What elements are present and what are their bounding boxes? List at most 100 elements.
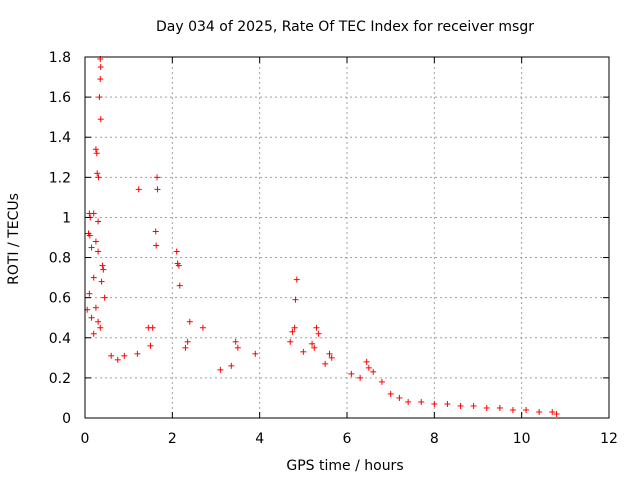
data-point — [86, 232, 93, 239]
x-tick-label: 10 — [513, 431, 531, 447]
y-tick-label: 1.4 — [49, 130, 71, 146]
data-point — [496, 404, 503, 411]
data-point — [291, 324, 298, 331]
data-point — [311, 344, 318, 351]
data-point — [147, 342, 154, 349]
x-tick-label: 8 — [430, 431, 439, 447]
y-axis-label: ROTI / TECUs — [6, 193, 22, 285]
data-point — [292, 296, 299, 303]
data-point — [418, 398, 425, 405]
data-point — [234, 344, 241, 351]
chart-title: Day 034 of 2025, Rate Of TEC Index for r… — [156, 19, 534, 35]
axis-ticks — [84, 56, 610, 419]
data-point — [99, 262, 106, 269]
x-tick-label: 6 — [343, 431, 352, 447]
data-point — [363, 358, 370, 365]
data-point — [509, 406, 516, 413]
x-tick-label: 4 — [255, 431, 264, 447]
data-point — [90, 210, 97, 217]
data-point — [98, 278, 105, 285]
data-point — [108, 352, 115, 359]
data-point — [95, 248, 102, 255]
data-point — [114, 356, 121, 363]
data-point — [97, 116, 104, 123]
data-point — [405, 398, 412, 405]
data-point — [370, 368, 377, 375]
data-point — [182, 344, 189, 351]
y-tick-label: 0.6 — [49, 291, 71, 307]
data-point — [444, 400, 451, 407]
data-point — [153, 242, 160, 249]
data-point — [396, 394, 403, 401]
y-tick-label: 1.2 — [49, 170, 71, 186]
data-point — [470, 402, 477, 409]
data-point — [94, 170, 101, 177]
data-point — [322, 360, 329, 367]
y-tick-labels: 0 0.2 0.4 0.6 0.8 1 1.2 1.4 1.6 1.8 — [49, 50, 71, 427]
data-point — [90, 330, 97, 337]
data-point — [90, 274, 97, 281]
data-point — [328, 354, 335, 361]
data-point — [101, 294, 108, 301]
x-tick-label: 12 — [600, 431, 618, 447]
data-points — [84, 56, 560, 417]
data-point — [92, 146, 99, 153]
data-point — [536, 408, 543, 415]
y-tick-label: 0.4 — [49, 331, 71, 347]
data-point — [232, 338, 239, 345]
data-point — [184, 338, 191, 345]
x-tick-label: 2 — [168, 431, 177, 447]
data-point — [93, 150, 100, 157]
data-point — [553, 410, 560, 417]
data-point — [135, 186, 142, 193]
grid — [85, 57, 609, 418]
data-point — [149, 324, 156, 331]
data-point — [154, 174, 161, 181]
data-point — [483, 404, 490, 411]
x-tick-labels: 0 2 4 6 8 10 12 — [81, 431, 618, 447]
data-point — [88, 244, 95, 251]
y-tick-label: 0.2 — [49, 371, 71, 387]
x-tick-label: 0 — [81, 431, 90, 447]
data-point — [387, 390, 394, 397]
data-point — [173, 248, 180, 255]
data-point — [95, 318, 102, 325]
data-point — [97, 324, 104, 331]
data-point — [431, 400, 438, 407]
data-point — [199, 324, 206, 331]
data-point — [252, 350, 259, 357]
data-point — [326, 350, 333, 357]
data-point — [97, 64, 104, 71]
data-point — [457, 402, 464, 409]
data-point — [154, 186, 161, 193]
data-point — [357, 374, 364, 381]
data-point — [315, 330, 322, 337]
data-point — [378, 378, 385, 385]
data-point — [309, 340, 316, 347]
data-point — [186, 318, 193, 325]
data-point — [289, 328, 296, 335]
data-point — [95, 174, 102, 181]
y-tick-label: 0 — [62, 411, 71, 427]
data-point — [134, 350, 141, 357]
data-point — [100, 266, 107, 273]
data-point — [121, 352, 128, 359]
data-point — [92, 238, 99, 245]
data-point — [95, 218, 102, 225]
data-point — [549, 408, 556, 415]
data-point — [348, 370, 355, 377]
data-point — [97, 76, 104, 83]
data-point — [176, 282, 183, 289]
data-point — [88, 314, 95, 321]
data-point — [175, 262, 182, 269]
data-point — [217, 366, 224, 373]
data-point — [96, 94, 103, 101]
data-point — [523, 406, 530, 413]
y-tick-label: 1 — [62, 210, 71, 226]
data-point — [365, 364, 372, 371]
y-tick-label: 1.8 — [49, 50, 71, 66]
data-point — [287, 338, 294, 345]
y-tick-label: 0.8 — [49, 251, 71, 267]
data-point — [313, 324, 320, 331]
